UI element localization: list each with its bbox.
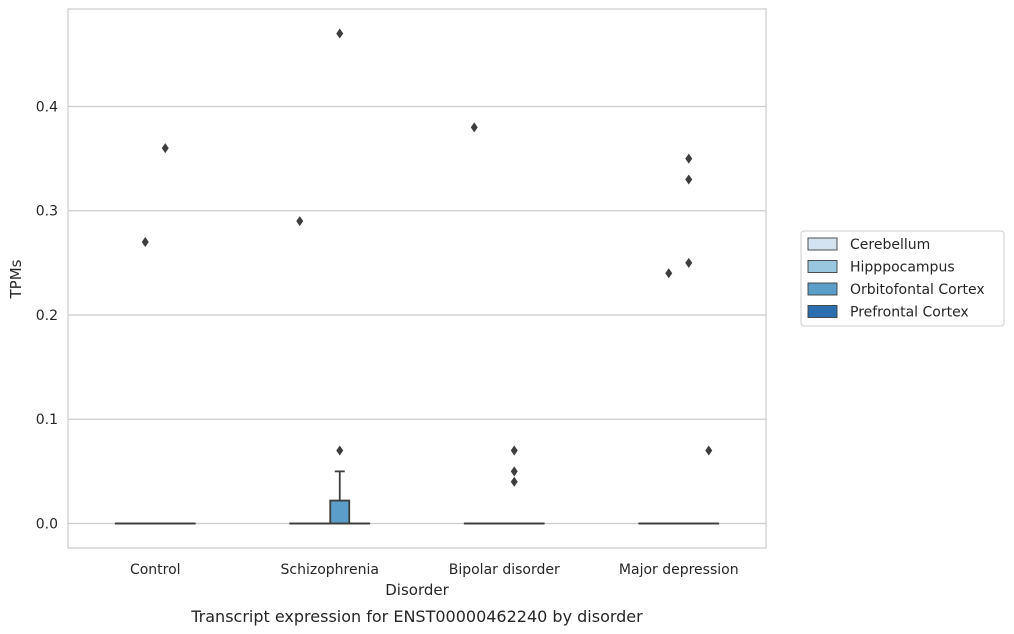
box-control-orbitofontal-cortex: [154, 143, 176, 525]
y-tick-labels: 0.0 0.1 0.2 0.3 0.4: [36, 99, 58, 532]
y-axis-label: TPMs: [7, 259, 25, 299]
box-schizophrenia-cerebellum: [289, 216, 311, 525]
legend-swatch: [807, 260, 838, 273]
legend-label: Cerebellum: [850, 237, 930, 253]
box-major-depression-hipppocampus: [658, 268, 680, 525]
box-control-hipppocampus: [134, 237, 156, 525]
outlier-point: [510, 466, 518, 477]
outlier-point: [470, 122, 478, 133]
y-tick-label: 0.0: [36, 517, 58, 533]
legend-frame: [800, 230, 1005, 327]
y-tick-label: 0.4: [36, 99, 58, 115]
chart-caption: Transcript expression for ENST0000046224…: [190, 607, 643, 626]
x-tick-labels: Control Schizophrenia Bipolar disorder Majo…: [130, 562, 739, 578]
legend: Cerebellum Hipppocampus Orbitofontal Corte…: [800, 230, 1005, 327]
box-bipolar-disorder-orbitofontal-cortex: [503, 445, 525, 525]
box-major-depression-orbitofontal-cortex: [678, 153, 700, 525]
legend-swatch: [807, 305, 838, 318]
outlier-point: [510, 476, 518, 487]
outlier-point: [685, 153, 693, 164]
x-tick-label: Bipolar disorder: [449, 562, 560, 578]
box-schizophrenia-orbitofontal-cortex: [329, 28, 351, 525]
x-tick-label: Control: [130, 562, 181, 578]
outlier-point: [685, 174, 693, 185]
legend-label: Orbitofontal Cortex: [850, 282, 985, 298]
outlier-point: [705, 445, 713, 456]
plot-area-frame: [67, 8, 767, 549]
x-axis-label: Disorder: [385, 581, 449, 599]
outlier-point: [141, 237, 149, 248]
outlier-point: [161, 143, 169, 154]
box-major-depression-prefrontal-cortex: [698, 445, 720, 525]
outlier-point: [665, 268, 673, 279]
outlier-point: [685, 257, 693, 268]
legend-swatch: [807, 282, 838, 296]
legend-label: Hipppocampus: [850, 260, 955, 276]
x-tick-label: Schizophrenia: [281, 562, 379, 578]
outlier-point: [336, 28, 344, 39]
gridlines: [68, 105, 766, 525]
legend-swatch: [807, 237, 838, 251]
outlier-point: [510, 445, 518, 456]
outlier-point: [336, 445, 344, 456]
box-plot-layer: [114, 28, 720, 525]
x-tick-label: Major depression: [619, 562, 739, 578]
y-tick-label: 0.1: [36, 412, 58, 428]
legend-label: Prefrontal Cortex: [850, 305, 969, 321]
box-bipolar-disorder-cerebellum: [463, 122, 485, 525]
box-body: [329, 499, 351, 525]
y-tick-label: 0.2: [36, 308, 58, 324]
y-tick-label: 0.3: [36, 204, 58, 220]
outlier-point: [296, 216, 304, 227]
